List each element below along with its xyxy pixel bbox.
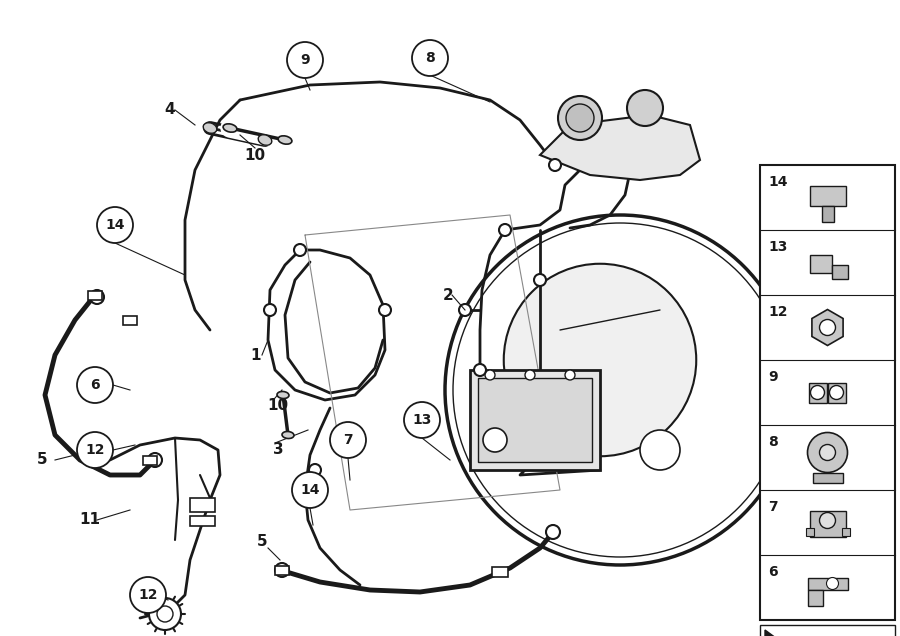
Bar <box>809 254 832 272</box>
Circle shape <box>558 96 602 140</box>
Polygon shape <box>812 310 843 345</box>
Bar <box>760 625 895 636</box>
Bar <box>190 498 215 512</box>
Circle shape <box>820 319 835 336</box>
Bar <box>842 527 850 536</box>
Circle shape <box>807 432 848 473</box>
Text: 9: 9 <box>768 370 778 384</box>
Text: 2: 2 <box>443 287 454 303</box>
Text: 8: 8 <box>425 51 435 65</box>
Text: 8: 8 <box>768 435 778 449</box>
Bar <box>478 378 592 462</box>
Text: 9: 9 <box>301 53 310 67</box>
Circle shape <box>504 264 697 456</box>
Circle shape <box>445 215 795 565</box>
Circle shape <box>485 370 495 380</box>
Circle shape <box>287 42 323 78</box>
Circle shape <box>483 428 507 452</box>
Bar <box>822 205 833 221</box>
Bar <box>123 316 137 325</box>
Circle shape <box>330 422 366 458</box>
Ellipse shape <box>203 123 217 134</box>
Circle shape <box>157 606 173 622</box>
Text: 12: 12 <box>139 588 158 602</box>
Ellipse shape <box>282 431 294 439</box>
Circle shape <box>275 563 289 577</box>
Circle shape <box>640 430 680 470</box>
Circle shape <box>820 445 835 460</box>
Bar <box>143 456 157 465</box>
Bar <box>808 382 826 403</box>
Circle shape <box>549 159 561 171</box>
Bar <box>832 265 848 279</box>
Circle shape <box>474 364 486 376</box>
Text: 5: 5 <box>256 534 267 550</box>
Circle shape <box>459 304 471 316</box>
Circle shape <box>379 304 391 316</box>
Circle shape <box>453 223 787 557</box>
Text: 12: 12 <box>768 305 788 319</box>
Text: 4: 4 <box>165 102 176 118</box>
Text: 7: 7 <box>768 500 778 514</box>
Circle shape <box>149 598 181 630</box>
Bar <box>275 566 289 575</box>
Text: 14: 14 <box>768 175 788 189</box>
Bar <box>813 473 842 483</box>
Bar <box>809 511 845 537</box>
Circle shape <box>130 577 166 613</box>
Text: 11: 11 <box>79 513 101 527</box>
Bar <box>809 186 845 205</box>
Text: 5: 5 <box>37 452 48 467</box>
Circle shape <box>499 224 511 236</box>
Bar <box>807 590 823 605</box>
Bar <box>470 370 600 470</box>
Text: 10: 10 <box>245 148 266 163</box>
Polygon shape <box>765 630 780 636</box>
Text: 6: 6 <box>90 378 100 392</box>
Bar <box>190 516 215 526</box>
Circle shape <box>412 40 448 76</box>
Bar <box>806 527 814 536</box>
Circle shape <box>534 274 546 286</box>
Bar <box>827 382 845 403</box>
Text: 7: 7 <box>343 433 353 447</box>
Ellipse shape <box>278 136 292 144</box>
Text: 13: 13 <box>768 240 788 254</box>
Circle shape <box>292 472 328 508</box>
Bar <box>807 577 848 590</box>
Text: 3: 3 <box>273 443 284 457</box>
Circle shape <box>148 453 162 467</box>
Circle shape <box>627 90 663 126</box>
Text: 10: 10 <box>267 398 289 413</box>
Circle shape <box>830 385 843 399</box>
Circle shape <box>309 464 321 476</box>
Circle shape <box>97 207 133 243</box>
Ellipse shape <box>258 135 272 145</box>
Circle shape <box>294 244 306 256</box>
Ellipse shape <box>223 124 237 132</box>
Circle shape <box>811 385 824 399</box>
Circle shape <box>90 290 104 304</box>
Circle shape <box>404 402 440 438</box>
Polygon shape <box>540 115 700 180</box>
Bar <box>760 165 895 620</box>
Text: 1: 1 <box>251 347 261 363</box>
Text: 6: 6 <box>768 565 778 579</box>
Circle shape <box>826 577 839 590</box>
Circle shape <box>77 367 113 403</box>
Text: 14: 14 <box>105 218 125 232</box>
Bar <box>492 567 508 577</box>
Circle shape <box>525 370 535 380</box>
Circle shape <box>565 370 575 380</box>
Circle shape <box>566 104 594 132</box>
Text: 14: 14 <box>301 483 320 497</box>
Circle shape <box>820 513 835 529</box>
Ellipse shape <box>277 392 289 399</box>
Circle shape <box>264 304 276 316</box>
Bar <box>88 291 102 300</box>
Circle shape <box>77 432 113 468</box>
Text: 12: 12 <box>86 443 104 457</box>
Text: 13: 13 <box>412 413 432 427</box>
Circle shape <box>546 525 560 539</box>
